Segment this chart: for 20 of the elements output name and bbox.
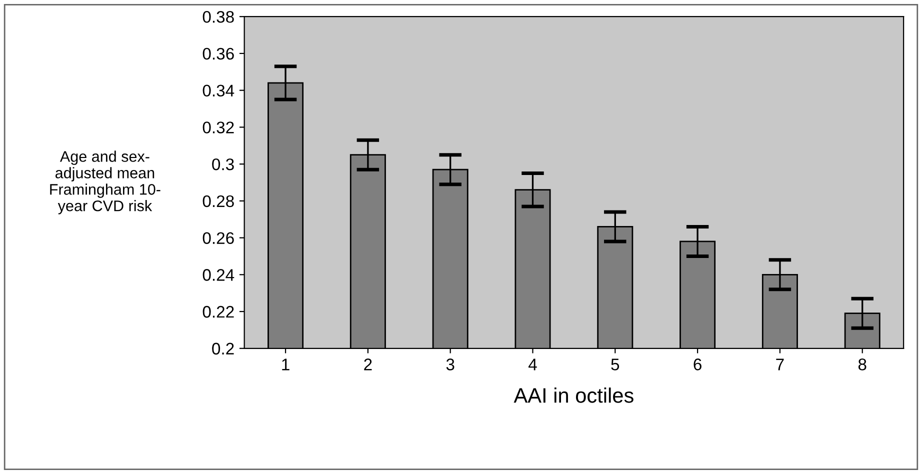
x-tick-label: 1 bbox=[282, 358, 290, 370]
y-tick-label: 0.28 bbox=[202, 195, 234, 208]
x-tick-label: 8 bbox=[858, 358, 866, 370]
y-axis-title: Age and sex- adjusted mean Framingham 10- year CVD risk bbox=[50, 150, 160, 214]
y-tick-label: 0.38 bbox=[202, 10, 234, 23]
y-tick-label: 0.36 bbox=[202, 48, 234, 60]
x-axis-title: AAI in octiles bbox=[514, 388, 634, 403]
x-tick-label: 3 bbox=[446, 358, 454, 370]
y-tick-label: 0.26 bbox=[202, 232, 234, 244]
y-tick-label: 0.2 bbox=[212, 342, 234, 355]
y-tick-label: 0.34 bbox=[202, 84, 234, 97]
x-tick-label: 5 bbox=[611, 358, 620, 370]
y-tick-label: 0.22 bbox=[202, 306, 234, 318]
x-tick-label: 6 bbox=[694, 358, 702, 370]
y-tick-label: 0.24 bbox=[202, 269, 234, 281]
x-tick-label: 7 bbox=[776, 358, 784, 370]
x-tick-label: 2 bbox=[364, 358, 372, 370]
y-tick-label: 0.3 bbox=[212, 158, 234, 170]
y-tick-label: 0.32 bbox=[202, 122, 234, 134]
x-tick-label: 4 bbox=[528, 358, 537, 370]
